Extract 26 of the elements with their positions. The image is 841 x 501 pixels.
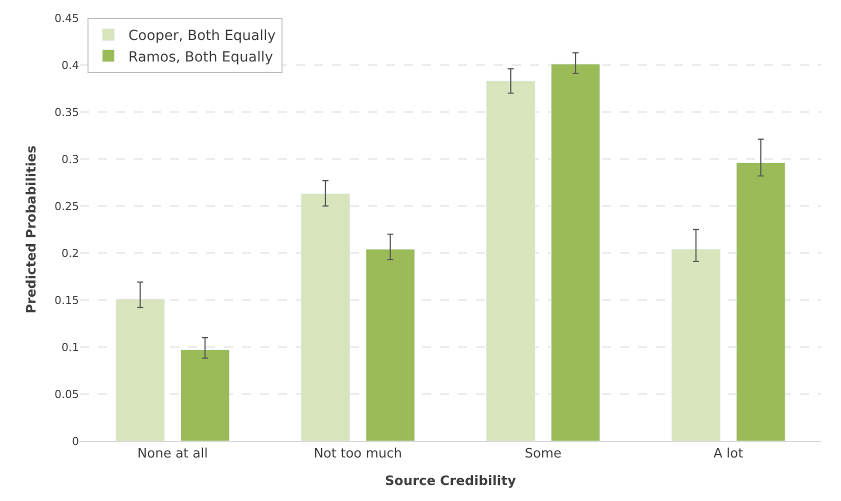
bar <box>300 194 350 441</box>
y-tick-label: 0.4 <box>62 58 79 72</box>
y-tick-label: 0.35 <box>54 106 79 119</box>
y-tick-label: 0.05 <box>54 388 79 401</box>
legend-label: Ramos, Both Equally <box>128 49 274 66</box>
y-tick-label: 0 <box>72 434 79 448</box>
y-tick-label: 0.45 <box>54 12 79 25</box>
x-axis-title: Source Credibility <box>385 474 516 490</box>
bar <box>366 248 415 441</box>
x-tick-label: None at all <box>137 446 208 462</box>
y-tick-label: 0.25 <box>54 200 79 213</box>
bar <box>486 80 536 441</box>
y-tick-label: 0.1 <box>62 340 79 354</box>
legend-label: Cooper, Both Equally <box>128 28 276 44</box>
x-tick-label: Some <box>524 446 562 462</box>
y-tick-label: 0.3 <box>62 152 79 166</box>
bar <box>736 162 786 441</box>
y-axis-title: Predicted Probabilities <box>24 145 40 314</box>
bar <box>550 64 600 441</box>
y-tick-label: 0.15 <box>54 294 79 307</box>
bar <box>180 350 230 441</box>
x-tick-label: Not too much <box>314 446 402 462</box>
bar <box>116 298 165 441</box>
bar <box>671 248 721 441</box>
y-tick-label: 0.2 <box>62 246 79 260</box>
x-tick-label: A lot <box>714 446 744 462</box>
